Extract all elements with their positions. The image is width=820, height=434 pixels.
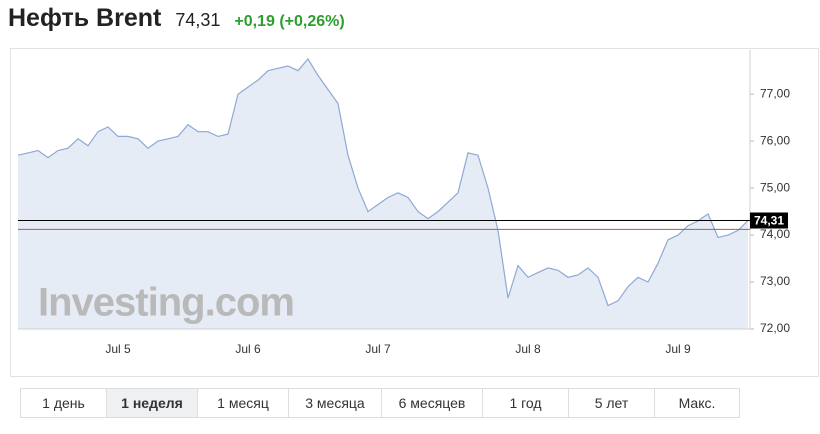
price-tag-label: 74,31 [754,214,784,228]
y-tick-label: 75,00 [760,180,790,194]
instrument-title: Нефть Brent [8,4,162,32]
price-change: +0,19 (+0,26%) [234,13,345,30]
chart: Investing.com 72,00 73,00 74,00 75,00 76,00 7… [10,48,819,377]
x-tick-label: Jul 7 [365,342,391,356]
x-tick-label: Jul 6 [235,342,261,356]
period-button[interactable]: 1 месяц [198,389,289,417]
y-tick-label: 73,00 [760,274,790,288]
period-button[interactable]: 6 месяцев [382,389,483,417]
area-fill [18,58,748,330]
period-selector: 1 день 1 неделя 1 месяц 3 месяца 6 месяцев 1 … [20,388,740,418]
price-tag [750,212,788,229]
x-tick-label: Jul 5 [105,342,131,356]
price-line [17,57,749,307]
period-button[interactable]: 1 неделя [107,389,198,417]
period-button[interactable]: 1 день [21,389,107,417]
period-button[interactable]: 3 месяца [289,389,382,417]
y-tick-label: 77,00 [760,86,790,100]
watermark: Investing.com [38,281,294,325]
last-price: 74,31 [175,10,221,30]
x-tick-label: Jul 8 [515,342,541,356]
header: Нефть Brent 74,31 +0,19 (+0,26%) [8,4,345,38]
period-button[interactable]: 5 лет [569,389,655,417]
period-button[interactable]: 1 год [483,389,569,417]
x-tick-label: Jul 9 [665,342,691,356]
chart-frame [10,48,819,377]
y-tick-label: 74,00 [760,227,790,241]
y-tick-label: 72,00 [760,321,790,335]
y-tick-label: 76,00 [760,133,790,147]
period-button[interactable]: Макс. [678,395,716,411]
